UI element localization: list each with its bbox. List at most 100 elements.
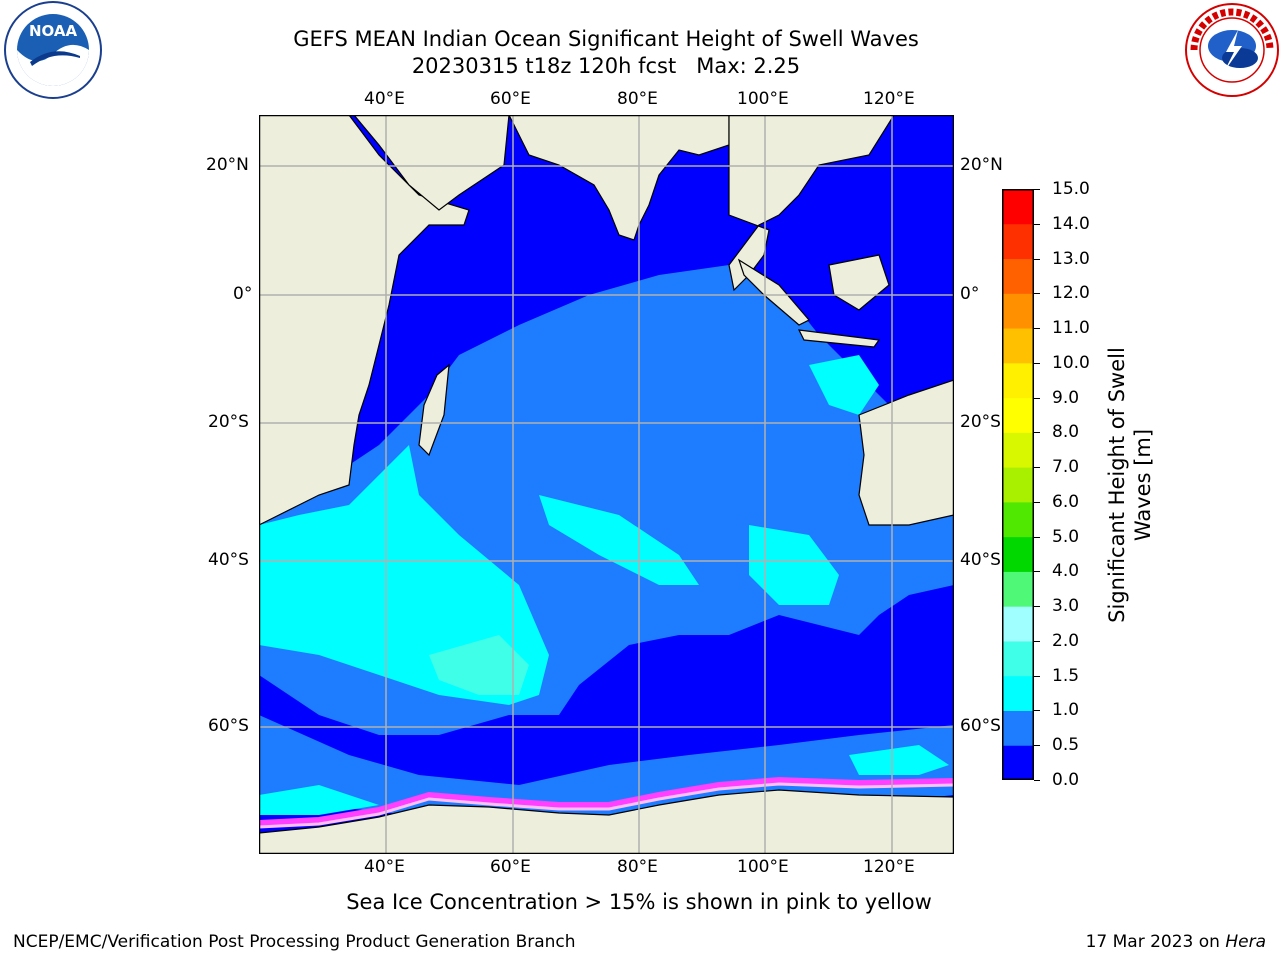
colorbar-tick-mark xyxy=(1034,571,1040,573)
lon-tick-top: 40°E xyxy=(364,89,405,109)
land-borneo xyxy=(828,254,890,311)
colorbar-segment xyxy=(1002,675,1034,711)
lon-tick-top: 60°E xyxy=(490,89,531,109)
colorbar-tick-mark xyxy=(1034,432,1040,434)
sea-ice-note: Sea Ice Concentration > 15% is shown in … xyxy=(346,890,932,914)
lat-tick-left: 0° xyxy=(233,284,253,304)
colorbar-segment xyxy=(1002,397,1034,433)
lat-tick-right: 40°S xyxy=(960,550,1001,570)
colorbar-tick-mark xyxy=(1034,397,1040,399)
colorbar-tick-mark xyxy=(1034,640,1040,642)
colorbar-segment xyxy=(1002,606,1034,642)
colorbar-tick-mark xyxy=(1034,258,1040,260)
colorbar-tick-mark xyxy=(1034,536,1040,538)
colorbar-segment xyxy=(1002,501,1034,538)
swell-band-1.0-1.5 xyxy=(259,445,549,705)
colorbar-tick-label: 4.0 xyxy=(1052,561,1080,582)
colorbar-tick-mark xyxy=(1034,675,1040,677)
colorbar-axis-label: Significant Height of Swell Waves [m] xyxy=(1105,347,1155,623)
colorbar-tick-mark xyxy=(1034,328,1040,330)
colorbar-segment xyxy=(1002,467,1034,503)
colorbar-segment xyxy=(1002,189,1034,225)
colorbar-segment xyxy=(1002,745,1034,780)
land-australia xyxy=(858,379,954,526)
lon-tick-bottom: 80°E xyxy=(617,857,658,877)
colorbar-segment xyxy=(1002,258,1034,294)
colorbar-segment xyxy=(1002,640,1034,677)
lat-tick-left: 20°N xyxy=(206,155,249,175)
colorbar-tick-label: 15.0 xyxy=(1052,179,1090,199)
colorbar-segment xyxy=(1002,223,1034,260)
land-arabia xyxy=(353,115,510,211)
lat-tick-left: 40°S xyxy=(208,550,249,570)
footer-branch: NCEP/EMC/Verification Post Processing Pr… xyxy=(13,932,576,952)
colorbar-segment xyxy=(1002,710,1034,746)
colorbar-segment xyxy=(1002,362,1034,399)
lat-tick-left: 20°S xyxy=(208,412,249,432)
colorbar-tick-label: 11.0 xyxy=(1052,318,1090,339)
colorbar-tick-mark xyxy=(1034,223,1040,225)
colorbar-tick-label: 1.0 xyxy=(1052,700,1080,721)
lat-tick-right: 60°S xyxy=(960,716,1001,736)
lat-tick-right: 0° xyxy=(960,284,980,304)
title-line-2: 20230315 t18z 120h fcst Max: 2.25 xyxy=(411,54,801,78)
swell-band-1.0-1.5 xyxy=(259,785,379,815)
colorbar-tick-mark xyxy=(1034,189,1040,190)
title-line-1: GEFS MEAN Indian Ocean Significant Heigh… xyxy=(293,27,919,51)
svg-text:NOAA: NOAA xyxy=(29,22,78,40)
lon-tick-bottom: 120°E xyxy=(863,857,915,877)
colorbar-tick-label: 1.5 xyxy=(1052,665,1080,686)
colorbar-tick-label: 10.0 xyxy=(1052,352,1090,373)
graticule xyxy=(259,115,954,854)
colorbar-tick-label: 3.0 xyxy=(1052,596,1080,617)
colorbar-tick-label: 2.0 xyxy=(1052,630,1080,651)
land-sumatra xyxy=(737,258,810,326)
colorbar-tick-mark xyxy=(1034,501,1040,503)
lon-tick-bottom: 100°E xyxy=(737,857,789,877)
colorbar-segment xyxy=(1002,536,1034,572)
colorbar-tick-mark xyxy=(1034,362,1040,364)
map-border xyxy=(259,115,954,854)
nws-logo xyxy=(1185,3,1279,97)
colorbar-tick-label: 12.0 xyxy=(1052,283,1090,304)
swell-band-1.5-2.0 xyxy=(429,635,529,695)
lon-tick-top: 120°E xyxy=(863,89,915,109)
lon-tick-bottom: 60°E xyxy=(490,857,531,877)
swell-band-1.0-1.5 xyxy=(849,745,949,775)
swell-band-1.0-1.5 xyxy=(749,525,839,605)
lat-tick-left: 60°S xyxy=(208,716,249,736)
colorbar-tick-mark xyxy=(1034,745,1040,747)
colorbar-border xyxy=(1002,189,1034,780)
swell-band-1.0-1.5 xyxy=(539,495,699,585)
colorbar-segment xyxy=(1002,432,1034,468)
land-antarctica xyxy=(259,789,954,854)
colorbar-tick-label: 0.0 xyxy=(1052,770,1080,790)
land-madagascar xyxy=(418,363,450,457)
swell-height-map xyxy=(259,115,954,854)
lon-tick-top: 100°E xyxy=(737,89,789,109)
lon-tick-bottom: 40°E xyxy=(364,857,405,877)
colorbar-tick-label: 13.0 xyxy=(1052,248,1090,269)
footer-date: 17 Mar 2023 on Hera xyxy=(1086,932,1266,952)
colorbar-tick-mark xyxy=(1034,780,1040,781)
colorbar-tick-label: 14.0 xyxy=(1052,213,1090,234)
chart-title: GEFS MEAN Indian Ocean Significant Heigh… xyxy=(256,26,956,80)
land-se-asia xyxy=(728,115,895,292)
lon-tick-top: 80°E xyxy=(617,89,658,109)
colorbar-tick-label: 9.0 xyxy=(1052,387,1080,408)
colorbar-tick-label: 7.0 xyxy=(1052,457,1080,478)
colorbar-tick-mark xyxy=(1034,606,1040,608)
colorbar-tick-label: 5.0 xyxy=(1052,526,1080,547)
sea-ice-edge xyxy=(259,776,954,826)
colorbar-segment xyxy=(1002,571,1034,607)
colorbar-tick-label: 6.0 xyxy=(1052,491,1080,512)
colorbar-tick-mark xyxy=(1034,710,1040,712)
colorbar-tick-mark xyxy=(1034,293,1040,295)
colorbar xyxy=(1002,189,1034,780)
colorbar-tick-label: 8.0 xyxy=(1052,422,1080,443)
land-java xyxy=(797,329,881,348)
footer-machine: Hera xyxy=(1225,932,1266,952)
footer-date-text: 17 Mar 2023 on xyxy=(1085,932,1226,952)
colorbar-segment xyxy=(1002,293,1034,329)
